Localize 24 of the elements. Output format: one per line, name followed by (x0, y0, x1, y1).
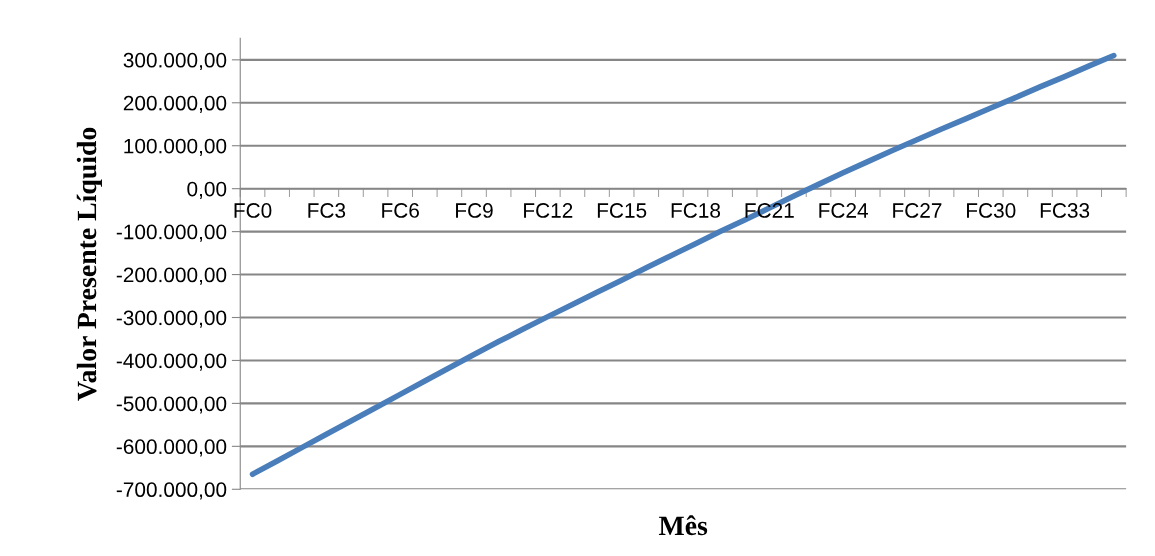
x-tick-label: FC15 (597, 203, 647, 218)
y-tick-label: 100.000,00 (124, 138, 227, 156)
x-tick-label: FC24 (819, 203, 868, 218)
x-tick-label: FC12 (524, 203, 573, 218)
y-tick-label: -100.000,00 (116, 224, 227, 242)
x-tick-label: FC6 (382, 203, 419, 218)
x-tick-label: FC33 (1040, 203, 1090, 218)
y-axis-title: Valor Presente Líquido (76, 127, 102, 401)
y-tick-label: 200.000,00 (123, 95, 227, 113)
y-tick-label: -200.000,00 (116, 267, 227, 285)
y-tick-label: -500.000,00 (116, 396, 227, 414)
x-tick-label: FC27 (893, 203, 942, 218)
x-tick-label: FC9 (456, 203, 493, 218)
x-tick-label: FC0 (234, 203, 272, 218)
y-tick-label: 300.000,00 (123, 52, 227, 71)
y-tick-label: -400.000,00 (116, 353, 227, 371)
x-tick-label: FC30 (967, 203, 1016, 218)
x-axis-title: Mês (658, 515, 708, 536)
y-tick-label: 0,00 (187, 181, 227, 199)
y-tick-label: -600.000,00 (116, 439, 227, 457)
x-tick-label: FC3 (308, 203, 346, 218)
y-tick-label: -300.000,00 (116, 310, 227, 328)
x-tick-label: FC18 (671, 203, 721, 218)
y-tick-label: -700.000,00 (116, 482, 227, 500)
